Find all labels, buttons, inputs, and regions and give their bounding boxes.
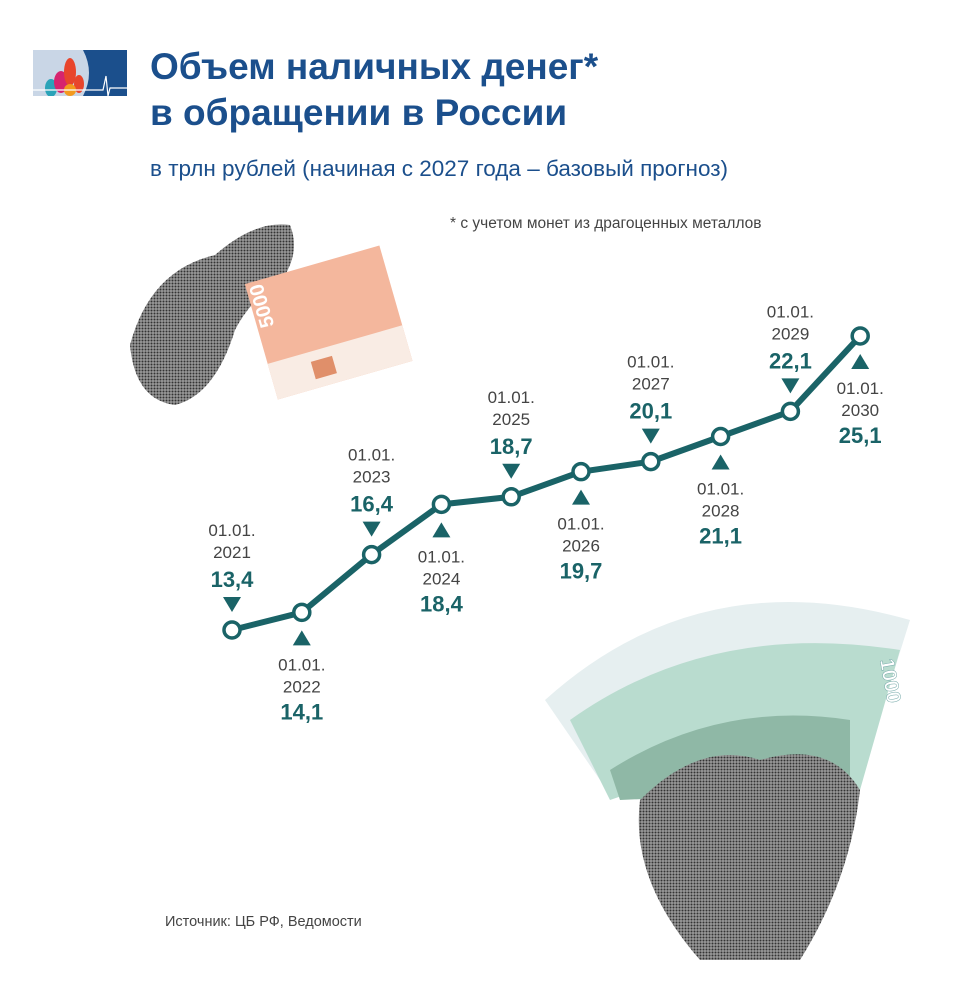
tick-label-year-2024: 2024 [422, 569, 460, 588]
value-label-2022: 14,1 [280, 699, 323, 724]
down-triangle-icon [502, 463, 521, 479]
data-point-2030 [850, 326, 870, 346]
tick-label-date-2030: 01.01. [837, 379, 884, 398]
subtitle: в трлн рублей (начиная с 2027 года – баз… [150, 156, 729, 181]
value-label-2023: 16,4 [350, 492, 394, 517]
down-triangle-icon [223, 597, 241, 612]
tick-label-year-2026: 2026 [562, 537, 600, 556]
up-triangle-icon [572, 489, 590, 505]
hand-with-5000-banknote-illustration: 5000 [130, 224, 413, 405]
tick-label-year-2029: 2029 [771, 324, 809, 343]
down-triangle-icon [641, 428, 660, 444]
tick-label-date-2022: 01.01. [278, 655, 325, 674]
data-point-2028 [710, 426, 731, 447]
down-triangle-icon [362, 521, 381, 537]
value-label-2025: 18,7 [490, 434, 533, 459]
data-point-2022 [292, 602, 312, 623]
tick-label-year-2022: 2022 [283, 677, 321, 696]
tick-label-date-2029: 01.01. [767, 302, 814, 321]
footnote: * с учетом монет из драгоценных металлов [450, 215, 762, 232]
logo [33, 50, 127, 96]
value-label-2027: 20,1 [629, 399, 672, 424]
up-triangle-icon [292, 630, 311, 646]
page-title: Объем наличных денег* в обращении в Росс… [150, 44, 598, 136]
tick-label-year-2025: 2025 [492, 410, 530, 429]
data-point-2025 [501, 487, 521, 507]
value-label-2029: 22,1 [769, 348, 812, 373]
value-label-2028: 21,1 [699, 523, 742, 548]
tick-label-date-2028: 01.01. [697, 479, 744, 498]
title-line-2: в обращении в России [150, 92, 568, 133]
tick-label-year-2021: 2021 [213, 543, 251, 562]
data-point-2023 [361, 544, 382, 565]
data-point-2024 [431, 494, 452, 515]
tick-label-date-2026: 01.01. [557, 515, 604, 534]
down-triangle-icon [781, 378, 800, 394]
data-point-2027 [641, 451, 661, 472]
data-point-2021 [222, 620, 242, 640]
tick-label-year-2030: 2030 [841, 401, 879, 420]
hands-with-1000-banknotes-illustration: 1000 [545, 602, 910, 960]
tick-label-date-2023: 01.01. [348, 446, 395, 465]
value-label-2024: 18,4 [420, 591, 464, 616]
tick-label-date-2021: 01.01. [208, 521, 255, 540]
data-point-2026 [571, 461, 591, 482]
tick-label-date-2027: 01.01. [627, 353, 674, 372]
up-triangle-icon [711, 454, 730, 470]
tick-label-date-2024: 01.01. [418, 547, 465, 566]
tick-label-year-2027: 2027 [632, 375, 670, 394]
source-note: Источник: ЦБ РФ, Ведомости [165, 914, 362, 930]
up-triangle-icon [851, 353, 870, 369]
title-line-1: Объем наличных денег* [150, 46, 599, 87]
value-label-2021: 13,4 [211, 567, 255, 592]
value-label-2026: 19,7 [560, 559, 603, 584]
tick-label-year-2023: 2023 [353, 468, 391, 487]
series-line [231, 333, 863, 633]
data-point-2029 [780, 401, 801, 422]
up-triangle-icon [432, 522, 451, 538]
tick-label-date-2025: 01.01. [488, 388, 535, 407]
tick-label-year-2028: 2028 [702, 501, 740, 520]
value-label-2030: 25,1 [839, 423, 882, 448]
